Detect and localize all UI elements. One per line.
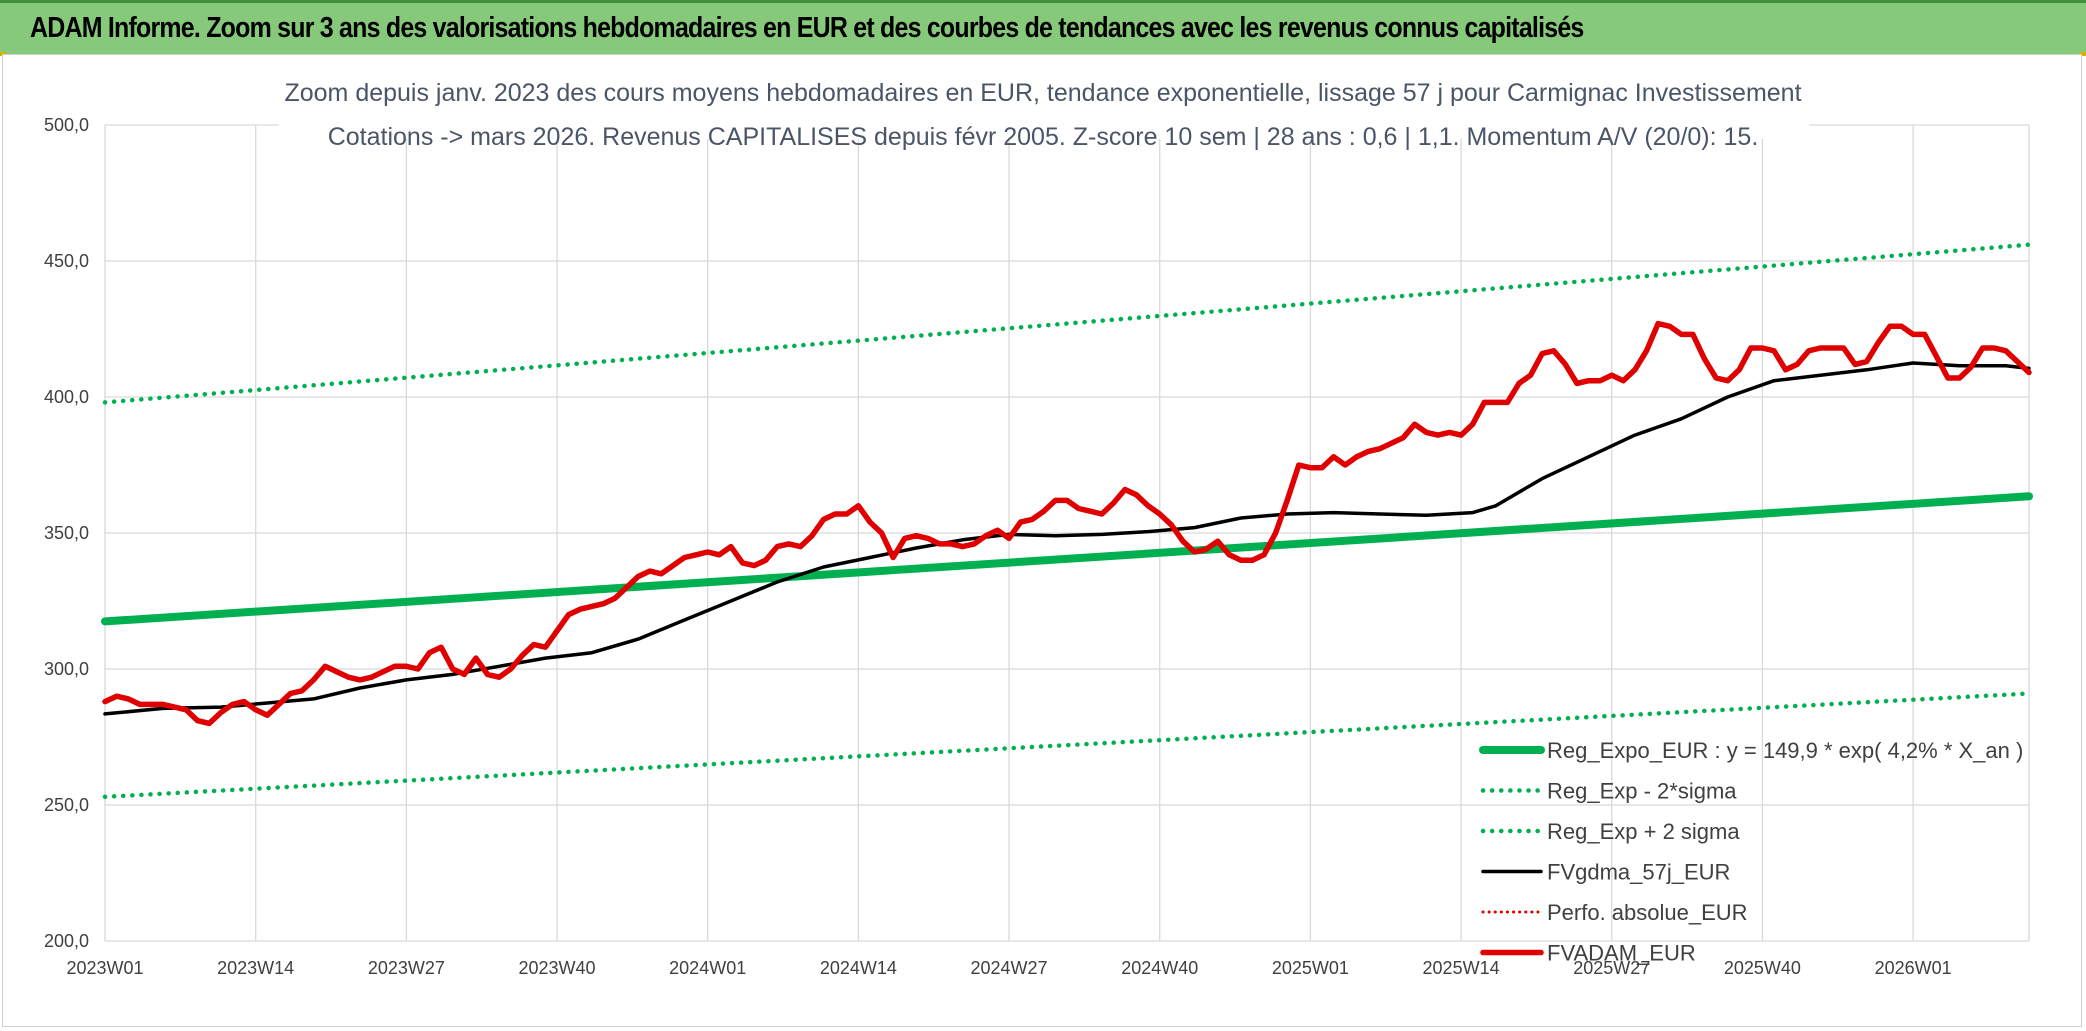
y-tick-label: 450,0 — [44, 251, 89, 271]
report-title: ADAM Informe. Zoom sur 3 ans des valoris… — [30, 12, 1584, 44]
legend-label-fvadam: FVADAM_EUR — [1547, 941, 1696, 966]
chart-area: 200,0 250,0 300,0 350,0 400,0 450,0 500,0 2023W… — [2, 54, 2082, 1027]
y-tick-label: 350,0 — [44, 523, 89, 543]
banner-edge-right — [2080, 52, 2086, 56]
legend: Reg_Expo_EUR : y = 149,9 * exp( 4,2% * X… — [1479, 738, 2023, 966]
series-lines — [101, 242, 2033, 800]
chart-title-line-1: Zoom depuis janv. 2023 des cours moyens … — [284, 79, 1801, 107]
x-tick-label: 2024W27 — [971, 958, 1048, 978]
series-fvadam-line — [102, 320, 2032, 727]
series-fvgdma-line — [103, 361, 2031, 716]
y-tick-label: 200,0 — [44, 931, 89, 951]
x-tick-label: 2024W01 — [669, 958, 746, 978]
y-tick-label: 500,0 — [44, 115, 89, 135]
x-tick-label: 2023W14 — [217, 958, 294, 978]
x-tick-label: 2023W40 — [518, 958, 595, 978]
axis-labels: 200,0 250,0 300,0 350,0 400,0 450,0 500,0 2023W… — [44, 115, 1952, 978]
y-tick-label: 250,0 — [44, 795, 89, 815]
x-tick-label: 2026W01 — [1875, 958, 1952, 978]
series-reg-expo-line — [101, 492, 2033, 626]
title-background — [279, 59, 1809, 139]
x-tick-label: 2025W40 — [1724, 958, 1801, 978]
legend-label-fvgdma: FVgdma_57j_EUR — [1547, 860, 1730, 885]
gridlines — [104, 124, 2030, 942]
x-tick-label: 2024W40 — [1121, 958, 1198, 978]
chart-title-line-2: Cotations -> mars 2026. Revenus CAPITALI… — [328, 123, 1759, 151]
line-chart: 200,0 250,0 300,0 350,0 400,0 450,0 500,0 2023W… — [44, 59, 2033, 978]
series-sigma-minus-line — [102, 691, 2032, 800]
x-tick-label: 2025W14 — [1423, 958, 1500, 978]
legend-label-sigma-minus: Reg_Exp - 2*sigma — [1547, 779, 1737, 804]
y-tick-label: 300,0 — [44, 659, 89, 679]
chart-title: Zoom depuis janv. 2023 des cours moyens … — [279, 59, 1809, 151]
y-tick-label: 400,0 — [44, 387, 89, 407]
legend-label-reg-expo: Reg_Expo_EUR : y = 149,9 * exp( 4,2% * X… — [1547, 738, 2023, 763]
report-banner: ADAM Informe. Zoom sur 3 ans des valoris… — [0, 0, 2086, 54]
x-tick-label: 2023W01 — [66, 958, 143, 978]
x-tick-label: 2024W14 — [820, 958, 897, 978]
x-tick-label: 2025W01 — [1272, 958, 1349, 978]
legend-label-sigma-plus: Reg_Exp + 2 sigma — [1547, 819, 1740, 844]
x-tick-label: 2023W27 — [368, 958, 445, 978]
series-sigma-plus-line — [102, 242, 2032, 405]
x-tick-label: 2025W27 — [1573, 958, 1650, 978]
legend-label-perfo: Perfo. absolue_EUR — [1547, 900, 1748, 925]
